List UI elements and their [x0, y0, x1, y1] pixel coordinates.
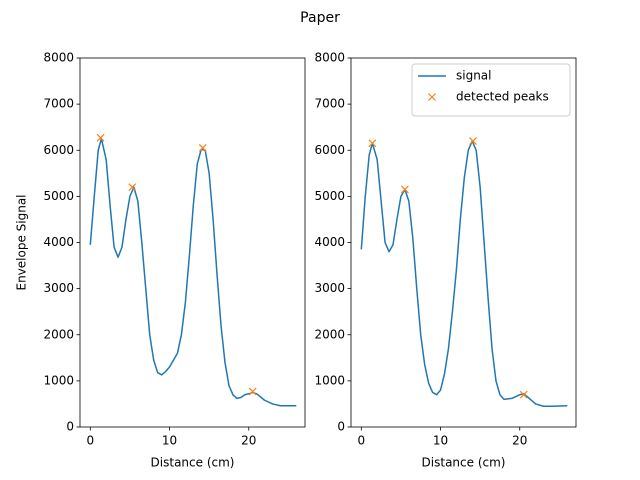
legend: signal detected peaks	[411, 63, 571, 117]
legend-box	[411, 63, 571, 117]
y-tick-label: 7000	[314, 97, 345, 111]
y-tick-label: 1000	[43, 373, 74, 387]
x-tick-label: 10	[433, 434, 448, 448]
y-tick-label: 5000	[314, 189, 345, 203]
axes-frame	[350, 57, 577, 428]
x-tick-label: 20	[241, 434, 256, 448]
y-tick-label: 3000	[43, 281, 74, 295]
legend-label: signal	[456, 69, 492, 83]
legend-marker	[428, 93, 436, 101]
y-tick-label: 6000	[43, 143, 74, 157]
y-tick-label: 2000	[43, 327, 74, 341]
y-tick-label: 0	[337, 420, 345, 434]
x-tick-label: 20	[512, 434, 527, 448]
x-tick-label: 10	[162, 434, 177, 448]
peak-marker	[368, 139, 377, 148]
peak-marker	[248, 387, 257, 396]
legend-label: detected peaks	[456, 90, 549, 104]
y-tick-label: 1000	[314, 373, 345, 387]
y-tick-label: 3000	[314, 281, 345, 295]
y-tick-label: 2000	[314, 327, 345, 341]
signal-line	[89, 137, 297, 407]
signal-line	[360, 140, 568, 407]
y-tick-label: 4000	[43, 235, 74, 249]
figure-title: Paper	[300, 10, 340, 26]
axes-frame	[79, 57, 306, 428]
peak-marker	[198, 144, 207, 152]
x-axis-label: Distance (cm)	[151, 456, 235, 470]
x-axis-label: Distance (cm)	[422, 456, 506, 470]
peak-marker	[400, 185, 409, 194]
y-tick-label: 6000	[314, 143, 345, 157]
peak-marker	[519, 390, 528, 399]
y-tick-label: 0	[66, 420, 74, 434]
x-tick-label: 0	[86, 434, 94, 448]
y-tick-label: 4000	[314, 235, 345, 249]
y-tick-label: 8000	[314, 51, 345, 65]
y-tick-label: 5000	[43, 189, 74, 203]
peak-marker	[469, 137, 477, 145]
peak-marker	[128, 183, 137, 192]
y-tick-label: 8000	[43, 51, 74, 65]
y-axis-label: Envelope Signal	[15, 194, 29, 290]
y-tick-label: 7000	[43, 97, 74, 111]
peak-marker	[96, 133, 105, 142]
x-tick-label: 0	[357, 434, 365, 448]
